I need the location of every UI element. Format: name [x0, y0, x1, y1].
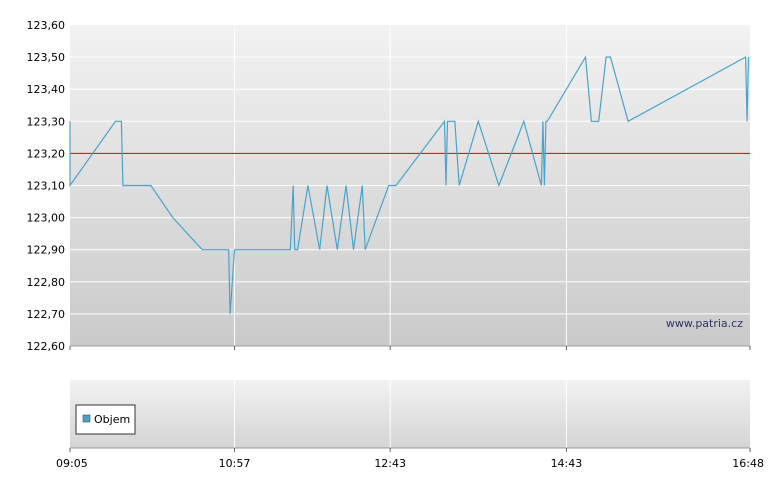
y-tick-label: 123,30: [27, 115, 66, 128]
y-tick-label: 122,70: [27, 308, 66, 321]
y-tick-label: 122,80: [27, 276, 66, 289]
y-tick-label: 123,60: [27, 19, 66, 32]
watermark: www.patria.cz: [666, 317, 743, 330]
legend: Objem: [75, 404, 136, 435]
legend-swatch: [82, 414, 91, 423]
x-tick-label: 10:57: [219, 457, 251, 470]
price-series: [69, 55, 750, 314]
price-panel: 122,60 122,70 122,80 122,90 123,00 123,10 123,…: [27, 19, 750, 353]
x-tick-label: 12:43: [374, 457, 406, 470]
y-tick-label: 122,60: [27, 340, 66, 353]
x-tick-label: 09:05: [56, 457, 88, 470]
y-tick-label: 122,90: [27, 244, 66, 257]
y-tick-label: 123,50: [27, 51, 66, 64]
y-tick-label: 123,10: [27, 180, 66, 193]
x-tick-label: 16:48: [732, 457, 764, 470]
y-tick-label: 123,20: [27, 147, 66, 160]
x-tick-label: 14:43: [551, 457, 583, 470]
price-y-axis: 122,60 122,70 122,80 122,90 123,00 123,10 123,…: [27, 19, 66, 353]
volume-plot-area: [70, 380, 750, 448]
legend-label: Objem: [94, 413, 130, 426]
x-axis: 09:05 10:57 12:43 14:43 16:48: [56, 346, 764, 470]
price-series-line: [69, 55, 750, 314]
y-tick-label: 123,00: [27, 212, 66, 225]
volume-grid: [233, 380, 567, 448]
volume-panel: Objem: [70, 380, 750, 449]
y-tick-label: 123,40: [27, 83, 66, 96]
